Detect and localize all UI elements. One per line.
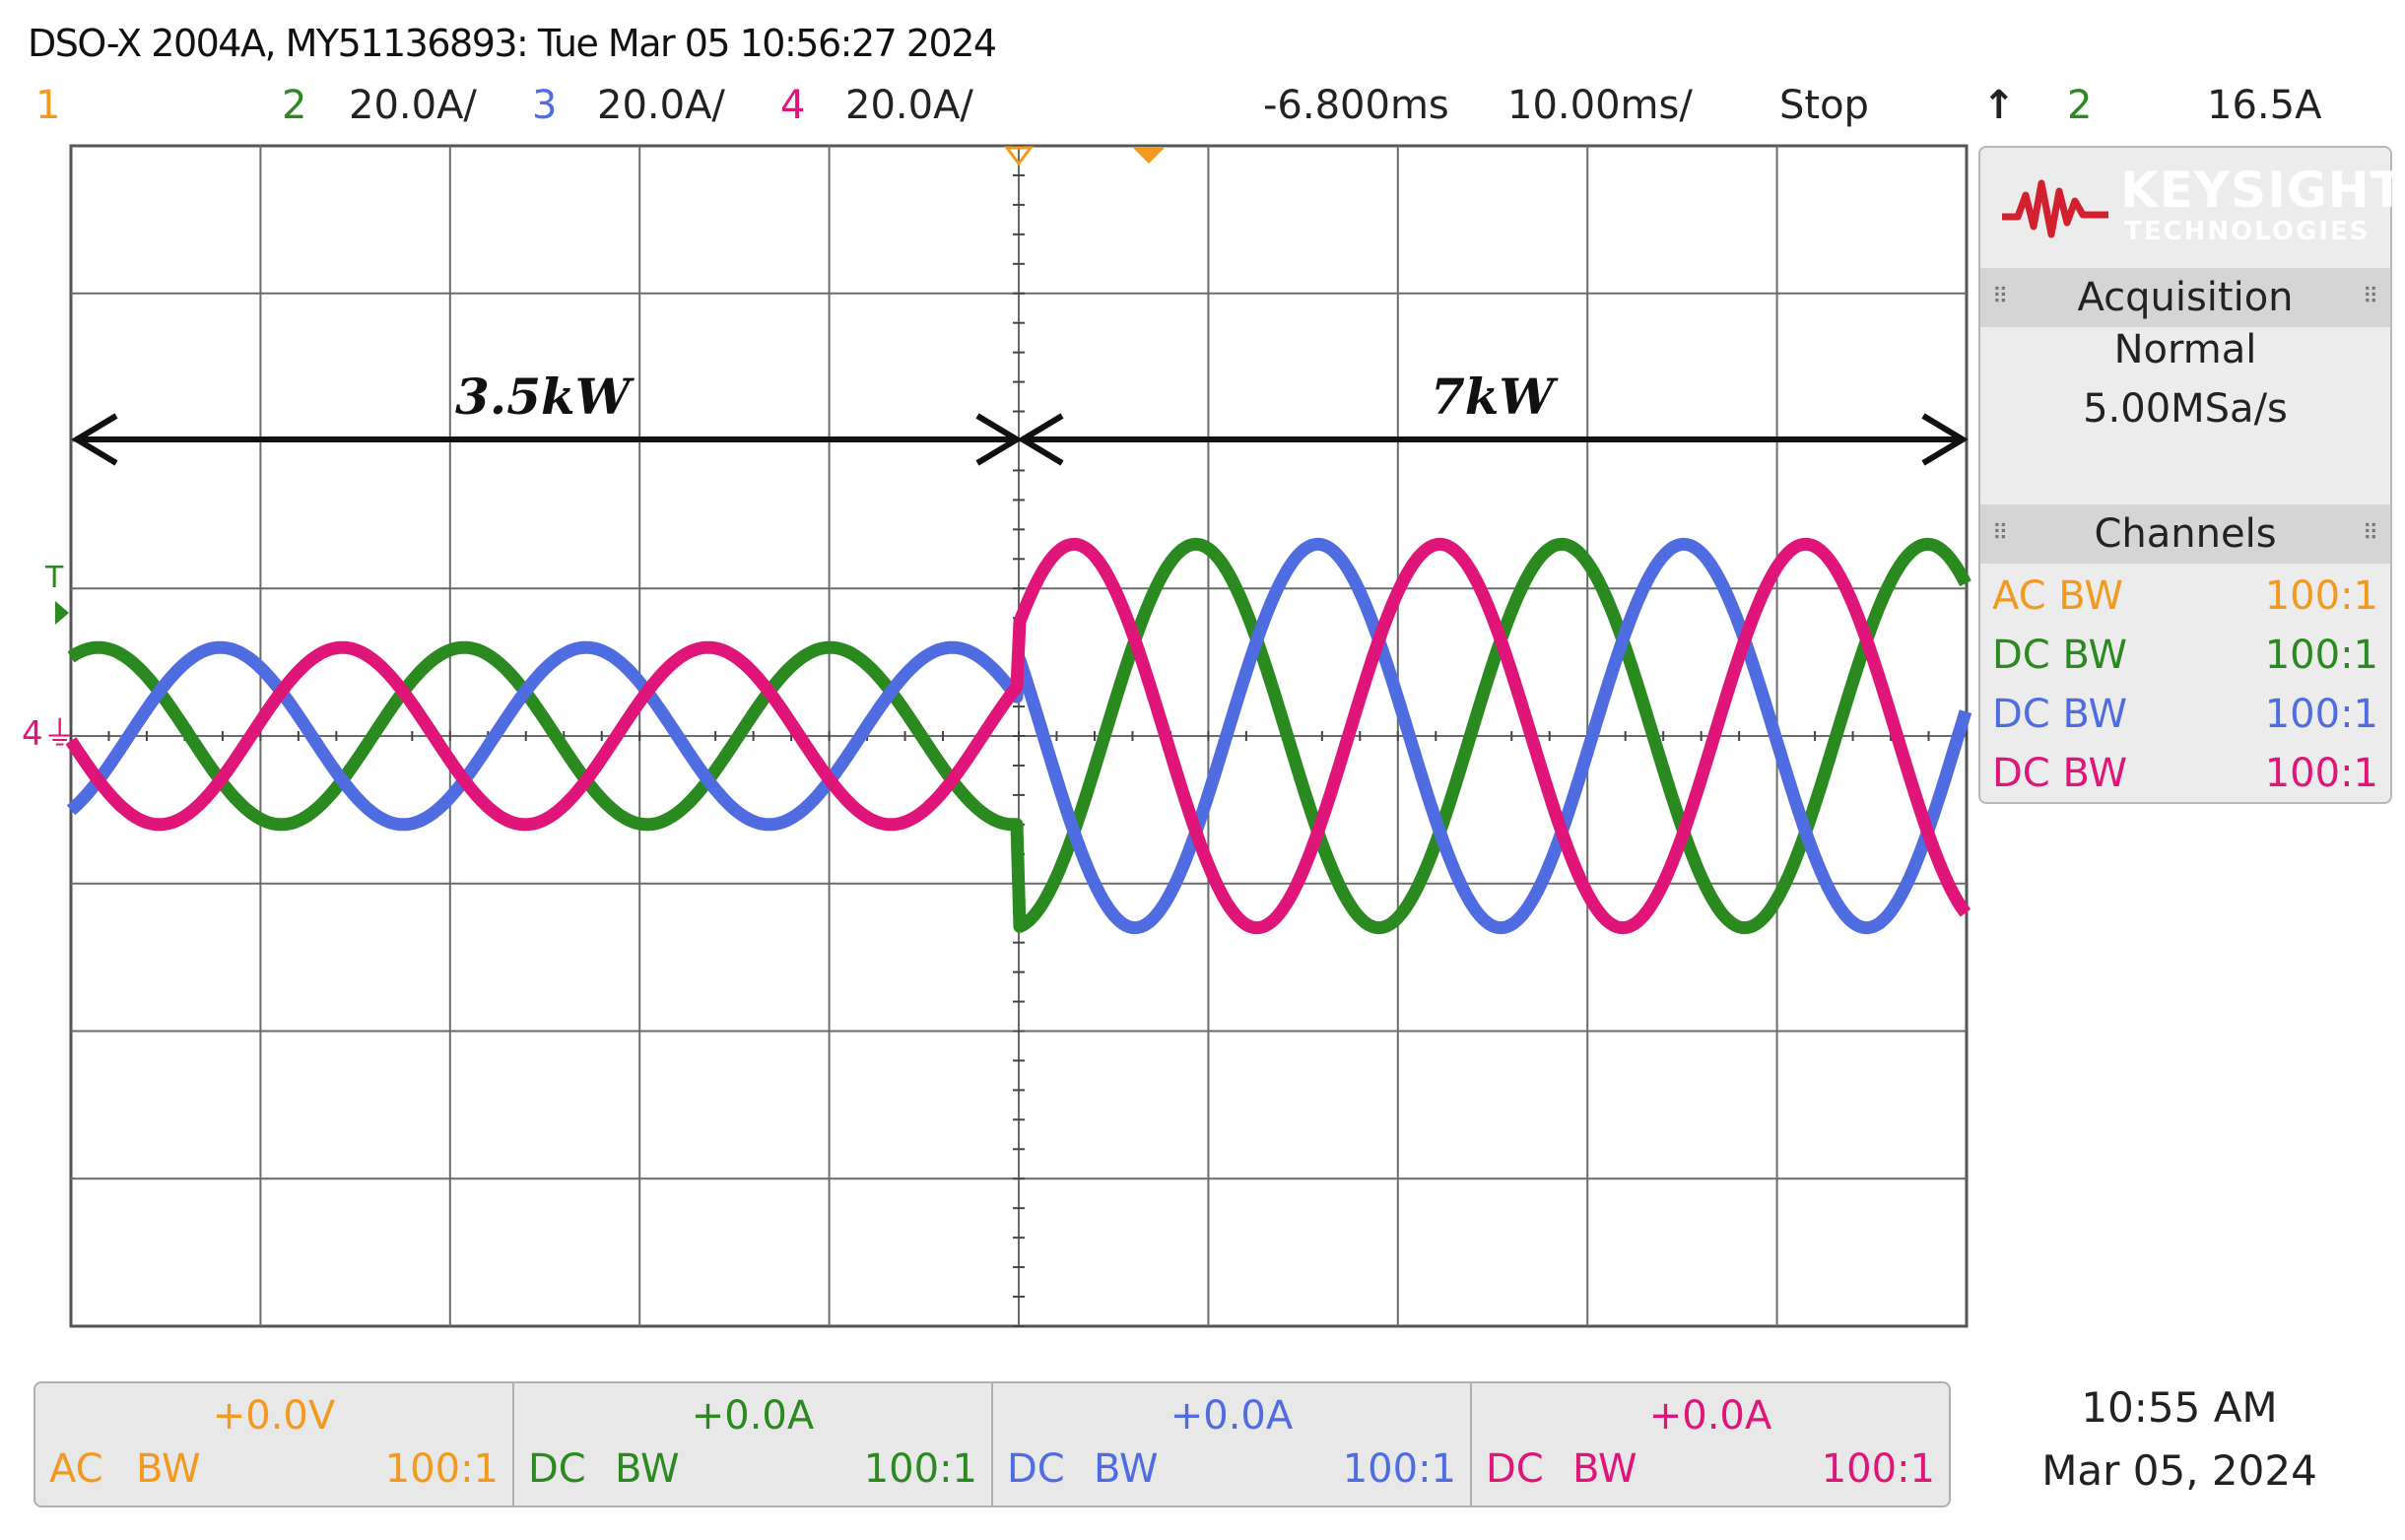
clock-date: Mar 05, 2024 [2041,1446,2317,1495]
channel-2-status[interactable]: +0.0A DC BW 100:1 [512,1383,991,1506]
ch2-scale[interactable]: 20.0A/ [349,83,477,128]
clock-time: 10:55 AM [2081,1383,2278,1432]
channels-header[interactable]: ⠿ Channels ⠿ [1980,504,2390,564]
power-step-annotations: 3.5kW 7kW [71,368,1969,466]
annotation-7kw: 7kW [1431,368,1559,426]
trigger-position-marker[interactable] [1004,146,1034,167]
channel-4-status[interactable]: +0.0A DC BW 100:1 [1470,1383,1949,1506]
channel-1-status[interactable]: +0.0V AC BW 100:1 [35,1383,512,1506]
acquisition-mode: Normal [2113,327,2257,372]
waveform-traces [65,537,1972,935]
channel-offset: +0.0A [1648,1393,1772,1439]
ch3-number[interactable]: 3 [532,83,558,128]
grip-icon: ⠿ [2362,521,2378,546]
channel-probe: 100:1 [2264,633,2378,678]
acquisition-heading: Acquisition [2077,275,2294,320]
channel-probe: 100:1 [2264,692,2378,737]
channel-offset: +0.0V [212,1393,336,1439]
channel-probe: 100:1 [863,1446,977,1492]
channel-row-2[interactable]: DC BW 100:1 [1992,627,2378,684]
logo-text: KEYSIGHT [2120,162,2405,219]
trigger-level-marker-icon[interactable]: T [44,561,64,595]
acquisition-header[interactable]: ⠿ Acquisition ⠿ [1980,268,2390,327]
channel-coupling: AC BW [1992,573,2123,619]
channel-coupling: DC BW [1992,633,2128,678]
channel-probe: 100:1 [1342,1446,1456,1492]
ch4-scale[interactable]: 20.0A/ [845,83,973,128]
channel-coupling: DC [1007,1446,1065,1492]
markers: T 4⏚ [22,146,1165,754]
keysight-logo-icon [2000,166,2110,244]
ch4-number[interactable]: 4 [780,83,806,128]
channel-probe: 100:1 [2264,573,2378,619]
channel-offset: +0.0A [691,1393,815,1439]
channel-coupling: DC [1486,1446,1544,1492]
trigger-level-arrow-icon [55,601,69,625]
ch4-trace [65,537,1971,935]
channel-row-4[interactable]: DC BW 100:1 [1992,745,2378,802]
channel-row-1[interactable]: AC BW 100:1 [1992,568,2378,625]
channel-offset: +0.0A [1169,1393,1294,1439]
channel-probe: 100:1 [2264,751,2378,796]
channel-coupling: DC [528,1446,586,1492]
time-reference-marker[interactable] [1133,148,1165,164]
channel-coupling: DC BW [1992,692,2128,737]
side-panel: KEYSIGHT TECHNOLOGIES ⠿ Acquisition ⠿ No… [1978,146,2404,804]
ground-marker-icon[interactable]: 4⏚ [22,714,77,754]
time-delay[interactable]: -6.800ms [1263,83,1449,128]
run-state[interactable]: Stop [1779,83,1869,128]
channel-bandwidth: BW [615,1446,680,1492]
sample-rate: 5.00MSa/s [2083,386,2288,432]
trigger-edge-icon: ↑ [1982,83,2016,128]
channel-coupling: DC BW [1992,751,2128,796]
time-scale[interactable]: 10.00ms/ [1507,83,1693,128]
grip-icon: ⠿ [1992,285,2009,309]
channel-status-bar: +0.0V AC BW 100:1 +0.0A DC BW 100:1 +0.0… [33,1381,1951,1507]
trigger-source[interactable]: 2 [2067,83,2093,128]
ch1-number[interactable]: 1 [35,83,61,128]
channel-coupling: AC [49,1446,103,1492]
channels-heading: Channels [2094,511,2277,557]
annotation-3-5kw: 3.5kW [455,368,635,426]
channel-bandwidth: BW [136,1446,201,1492]
window-title: DSO-X 2004A, MY51136893: Tue Mar 05 10:5… [28,22,997,65]
channel-row-3[interactable]: DC BW 100:1 [1992,686,2378,743]
ch2-trace [67,537,1971,935]
trigger-level[interactable]: 16.5A [2207,83,2322,128]
channel-probe: 100:1 [1821,1446,1935,1492]
logo-subtext: TECHNOLOGIES [2124,217,2371,246]
channel-bandwidth: BW [1572,1446,1637,1492]
channel-3-status[interactable]: +0.0A DC BW 100:1 [991,1383,1470,1506]
grip-icon: ⠿ [2362,285,2378,309]
ch2-number[interactable]: 2 [282,83,307,128]
ch3-scale[interactable]: 20.0A/ [597,83,725,128]
channel-bandwidth: BW [1094,1446,1159,1492]
channel-probe: 100:1 [384,1446,499,1492]
grip-icon: ⠿ [1992,521,2009,546]
